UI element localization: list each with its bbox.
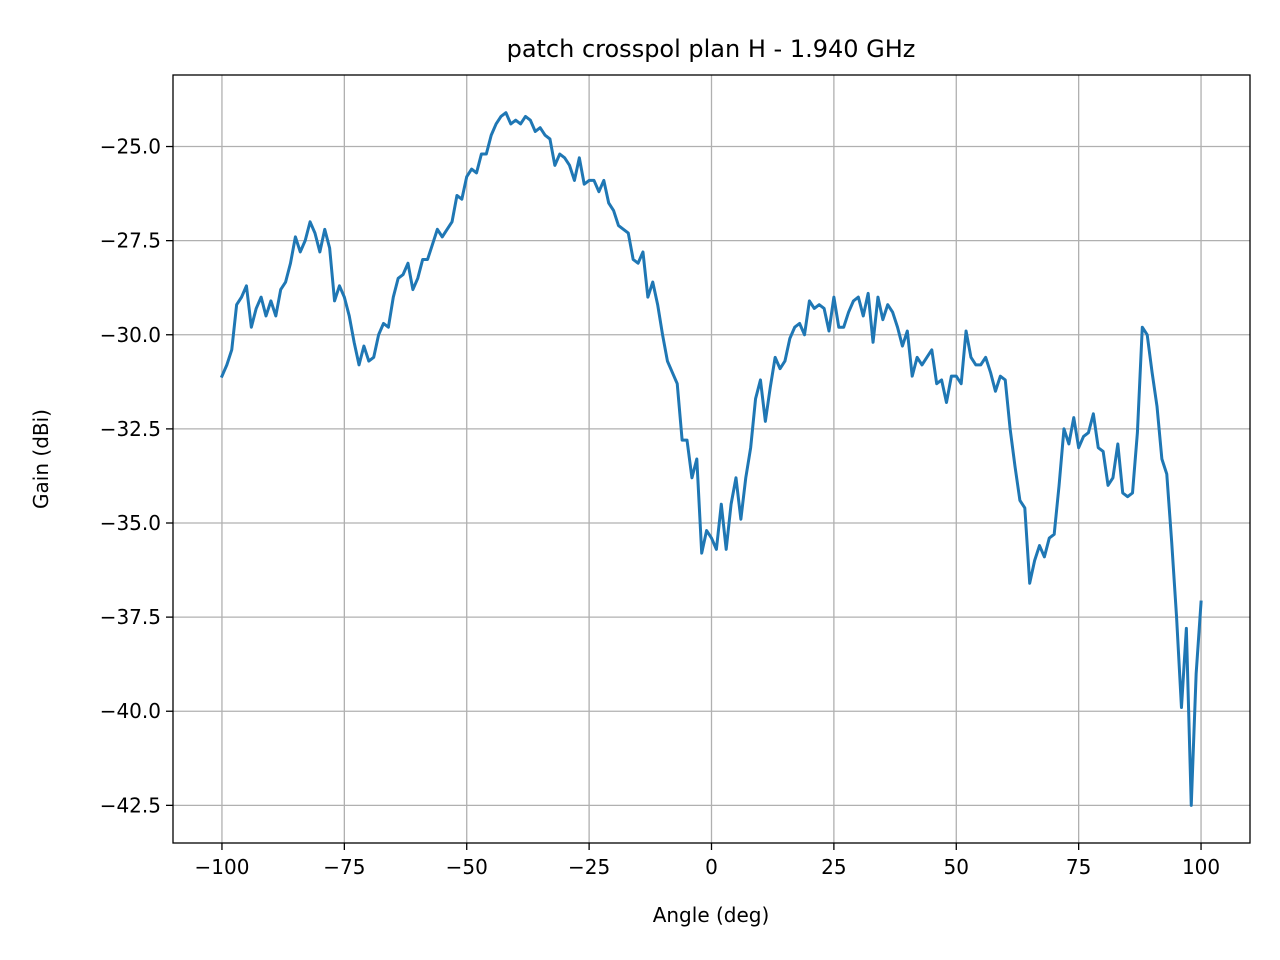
y-tick-label: −27.5 <box>100 229 161 253</box>
x-tick-label: 25 <box>821 855 846 879</box>
chart-title: patch crosspol plan H - 1.940 GHz <box>507 35 916 63</box>
x-axis-ticks: −100 −75 −50 −25 0 25 50 75 100 <box>194 843 1220 879</box>
y-tick-label: −30.0 <box>100 323 161 347</box>
y-tick-label: −42.5 <box>100 793 161 817</box>
x-tick-label: −75 <box>323 855 365 879</box>
x-tick-label: −50 <box>446 855 488 879</box>
y-tick-label: −40.0 <box>100 699 161 723</box>
data-series <box>219 111 1203 807</box>
x-tick-label: 75 <box>1066 855 1091 879</box>
x-tick-label: 0 <box>705 855 718 879</box>
x-tick-label: 100 <box>1182 855 1220 879</box>
x-tick-label: 50 <box>944 855 969 879</box>
y-tick-label: −35.0 <box>100 511 161 535</box>
x-axis-label: Angle (deg) <box>653 903 770 927</box>
x-tick-label: −100 <box>194 855 249 879</box>
y-tick-label: −37.5 <box>100 605 161 629</box>
series-line <box>219 111 1203 807</box>
y-axis-label: Gain (dBi) <box>29 409 53 509</box>
y-tick-label: −32.5 <box>100 417 161 441</box>
x-tick-label: −25 <box>568 855 610 879</box>
y-tick-label: −25.0 <box>100 135 161 159</box>
y-axis-ticks: −25.0 −27.5 −30.0 −32.5 −35.0 −37.5 −40.0 −42.5 <box>100 135 173 817</box>
